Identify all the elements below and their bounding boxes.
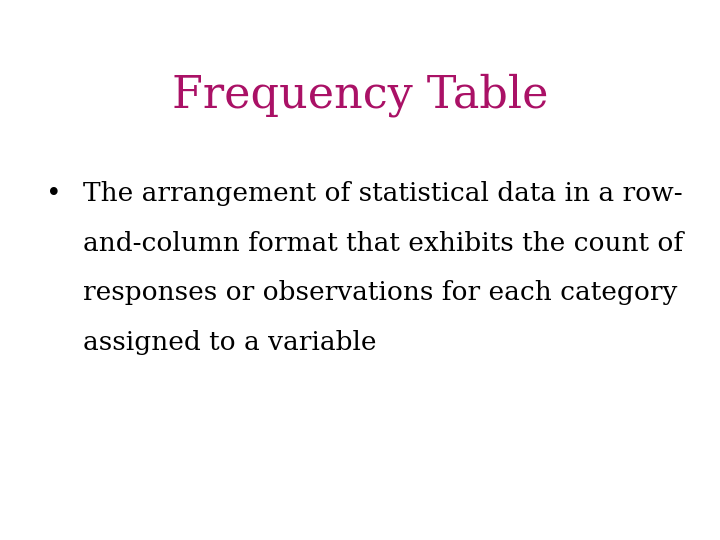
Text: Frequency Table: Frequency Table	[172, 73, 548, 117]
Text: responses or observations for each category: responses or observations for each categ…	[83, 280, 678, 305]
Text: •: •	[46, 181, 62, 206]
Text: The arrangement of statistical data in a row-: The arrangement of statistical data in a…	[83, 181, 683, 206]
Text: and-column format that exhibits the count of: and-column format that exhibits the coun…	[83, 231, 683, 255]
Text: assigned to a variable: assigned to a variable	[83, 330, 377, 355]
